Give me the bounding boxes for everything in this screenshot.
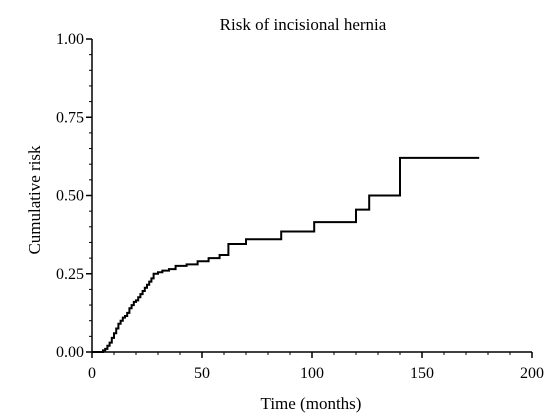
y-tick-label: 0.75 xyxy=(56,109,84,126)
y-tick-label: 0.50 xyxy=(56,188,84,205)
x-tick-label: 0 xyxy=(88,365,96,382)
x-tick-label: 100 xyxy=(300,365,324,382)
cumulative-risk-step-line xyxy=(92,158,479,352)
chart-title: Risk of incisional hernia xyxy=(220,15,387,34)
x-tick-label: 50 xyxy=(194,365,210,382)
y-tick-label: 1.00 xyxy=(56,31,84,48)
y-tick-label: 0.00 xyxy=(56,344,84,361)
plot-area xyxy=(92,158,479,352)
x-tick-label: 150 xyxy=(410,365,434,382)
axes: 0.00 0.25 0.50 0.75 1.00 0 50 100 150 200 xyxy=(56,31,544,382)
y-tick-label: 0.25 xyxy=(56,266,84,283)
y-axis-title: Cumulative risk xyxy=(25,145,44,255)
x-axis-title: Time (months) xyxy=(261,394,362,413)
x-tick-label: 200 xyxy=(520,365,544,382)
